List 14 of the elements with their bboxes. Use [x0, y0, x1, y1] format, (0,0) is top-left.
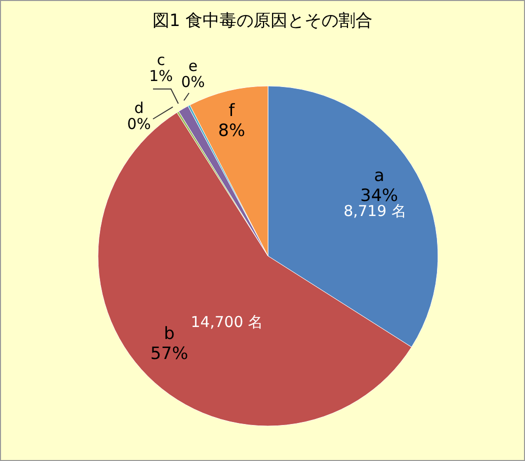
slice-label: a — [374, 166, 384, 186]
slice-label: f — [228, 101, 236, 122]
data-label: 8% — [218, 121, 246, 142]
data-label: 57% — [150, 344, 188, 364]
slice-label: e — [188, 57, 198, 75]
data-label: 1% — [149, 67, 173, 85]
chart-title: 図1 食中毒の原因とその割合 — [151, 10, 374, 32]
data-label: 0% — [127, 115, 151, 133]
data-label: 0% — [181, 73, 205, 91]
text: 8,719 名 — [344, 202, 406, 220]
slice-label: c — [156, 51, 166, 69]
text: 14,700 名 — [190, 313, 264, 332]
slice-label: d — [134, 99, 144, 117]
slice-label: b — [164, 324, 175, 344]
